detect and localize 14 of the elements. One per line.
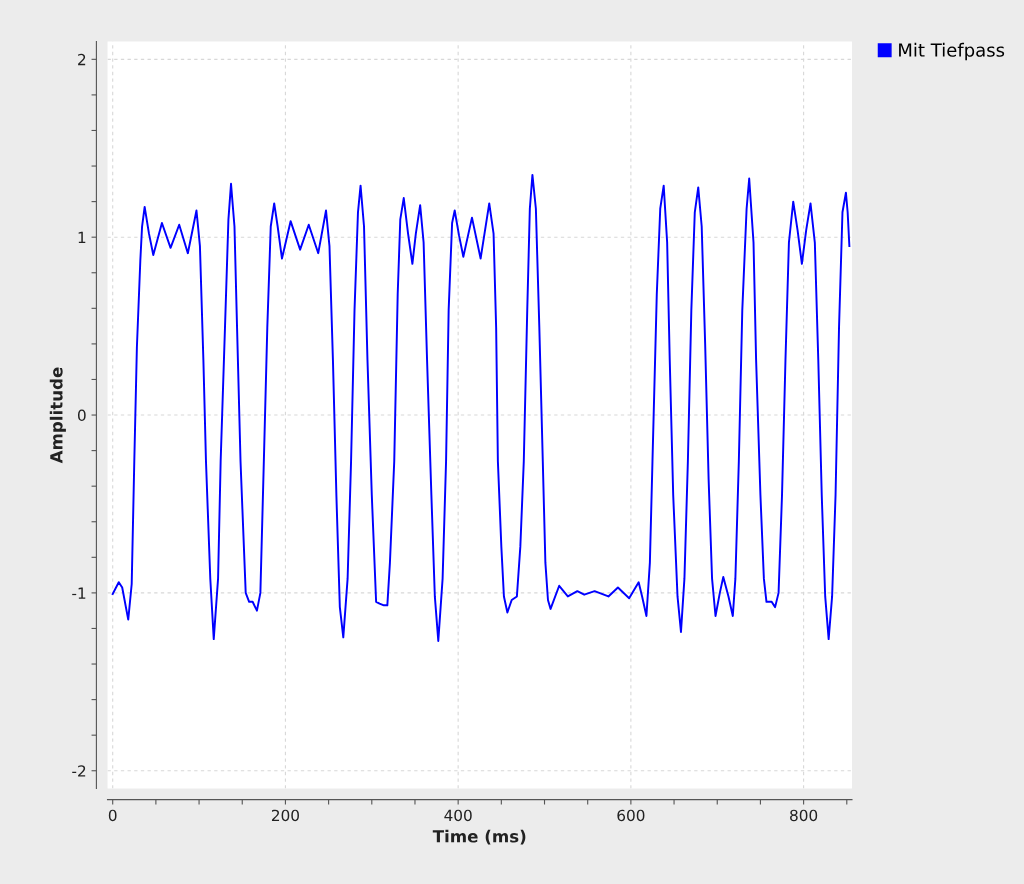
y-tick-label: -1 <box>72 587 86 599</box>
x-axis-title: Time (ms) <box>432 829 526 845</box>
y-tick-label: 2 <box>78 53 86 66</box>
x-tick-label: 800 <box>790 809 818 822</box>
x-tick-label: 0 <box>108 809 117 822</box>
x-tick-label: 600 <box>617 809 645 822</box>
y-tick-label: 1 <box>78 231 86 243</box>
legend-label: Mit Tiefpass <box>899 42 1005 61</box>
y-axis-title: Amplitude <box>49 367 66 464</box>
x-tick-label: 400 <box>444 809 472 822</box>
x-tick-label: 200 <box>271 809 299 822</box>
line-series <box>111 173 851 642</box>
y-tick-label: -2 <box>72 765 86 777</box>
y-tick-label: 0 <box>77 409 86 422</box>
